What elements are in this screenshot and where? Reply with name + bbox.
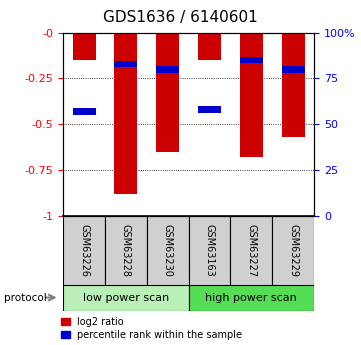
Bar [240, 57, 263, 63]
Bar [282, 33, 305, 137]
Bar [156, 66, 179, 72]
Bar [63, 285, 188, 310]
Text: protocol: protocol [4, 293, 46, 303]
Bar [73, 33, 96, 60]
Text: GSM63163: GSM63163 [205, 224, 214, 276]
Text: GSM63227: GSM63227 [246, 224, 256, 277]
Bar [282, 66, 305, 72]
Bar [198, 106, 221, 113]
Bar [105, 216, 147, 285]
Bar [114, 61, 138, 67]
Text: low power scan: low power scan [83, 293, 169, 303]
Text: GSM63230: GSM63230 [163, 224, 173, 277]
Bar [272, 216, 314, 285]
Legend: log2 ratio, percentile rank within the sample: log2 ratio, percentile rank within the s… [61, 317, 242, 340]
Bar [230, 216, 272, 285]
Text: GSM63228: GSM63228 [121, 224, 131, 277]
Bar [188, 285, 314, 310]
Text: GSM63229: GSM63229 [288, 224, 298, 277]
Bar [198, 33, 221, 60]
Bar [73, 108, 96, 115]
Text: GDS1636 / 6140601: GDS1636 / 6140601 [103, 10, 258, 25]
Bar [156, 33, 179, 152]
Bar [147, 216, 188, 285]
Text: high power scan: high power scan [205, 293, 297, 303]
Bar [188, 216, 230, 285]
Bar [63, 216, 105, 285]
Bar [240, 33, 263, 157]
Text: GSM63226: GSM63226 [79, 224, 89, 277]
Bar [114, 33, 138, 194]
